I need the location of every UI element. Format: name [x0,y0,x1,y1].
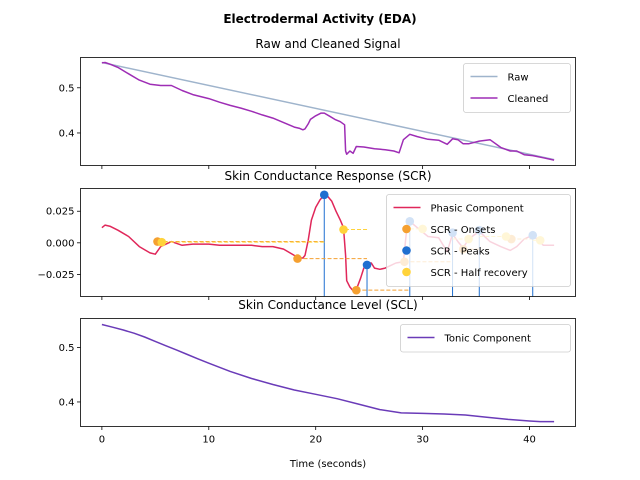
raw-cleaned-panel: Raw and Cleaned Signal 0.4 0.5 Raw Cleaned [59,37,576,169]
figure-suptitle: Electrodermal Activity (EDA) [223,12,416,26]
phasic-component-legend-label: Phasic Component [431,204,524,215]
scl-panel: Skin Conductance Level (SCL) 0 10 20 30 40 0.… [59,298,576,470]
raw-cleaned-legend: Raw Cleaned [463,63,571,113]
y-tick-label: 0.5 [59,83,75,94]
scr-onsets-legend-label: SCR - Onsets [431,225,496,236]
legend-box [386,194,571,287]
legend-box [400,324,571,353]
scr-half-recovery-point [339,225,348,234]
raw-cleaned-title: Raw and Cleaned Signal [255,37,400,51]
scr-peaks-legend-label: SCR - Peaks [431,247,490,258]
x-tick-label: 20 [309,435,322,446]
scr-panel: Skin Conductance Response (SCR) −0.025 0.… [37,169,576,300]
y-tick-label: 0.5 [59,343,75,354]
legend-box [463,63,571,113]
raw-cleaned-ticks: 0.4 0.5 [59,83,530,169]
scr-onsets-legend-swatch [402,224,411,234]
plot-area [101,323,555,423]
x-tick-label: 0 [99,435,105,446]
x-tick-label: 10 [202,435,215,446]
raw-legend-label: Raw [508,73,529,84]
x-tick-label: 30 [416,435,429,446]
raw-line [101,61,555,161]
scr-half-recovery-legend-swatch [402,267,411,277]
scr-onset-point [293,254,302,263]
scl-plot [101,323,555,423]
tonic-component-legend-label: Tonic Component [444,334,531,345]
cleaned-legend-label: Cleaned [508,94,549,105]
y-tick-label: −0.025 [37,270,74,281]
scl-ticks: 0 10 20 30 40 0.4 0.5 [59,343,536,446]
scr-title: Skin Conductance Response (SCR) [224,169,431,183]
scr-peak-point [319,190,329,200]
y-tick-label: 0.4 [59,397,75,408]
y-tick-label: 0.025 [46,207,75,218]
scl-legend: Tonic Component [400,324,571,353]
scr-half-recovery-legend-label: SCR - Half recovery [431,268,528,279]
raw-cleaned-plot [101,61,555,161]
scl-title: Skin Conductance Level (SCL) [238,298,417,312]
scr-ticks: −0.025 0.000 0.025 [37,207,530,300]
scr-onset-point [352,285,361,295]
tonic-component-line [101,323,555,423]
y-tick-label: 0.4 [59,128,75,139]
scr-half-recovery-point [157,237,167,247]
x-tick-label: 40 [523,435,536,446]
scr-peak-point [362,260,372,270]
y-tick-label: 0.000 [46,238,75,249]
scr-legend: Phasic Component SCR - Onsets SCR - Peaks S… [386,194,571,287]
x-axis-label: Time (seconds) [289,459,366,470]
scl-frame [80,318,576,427]
plot-area [101,61,555,161]
scr-peaks-legend-swatch [402,246,411,255]
raw-cleaned-frame [80,57,576,166]
cleaned-line [101,61,555,161]
